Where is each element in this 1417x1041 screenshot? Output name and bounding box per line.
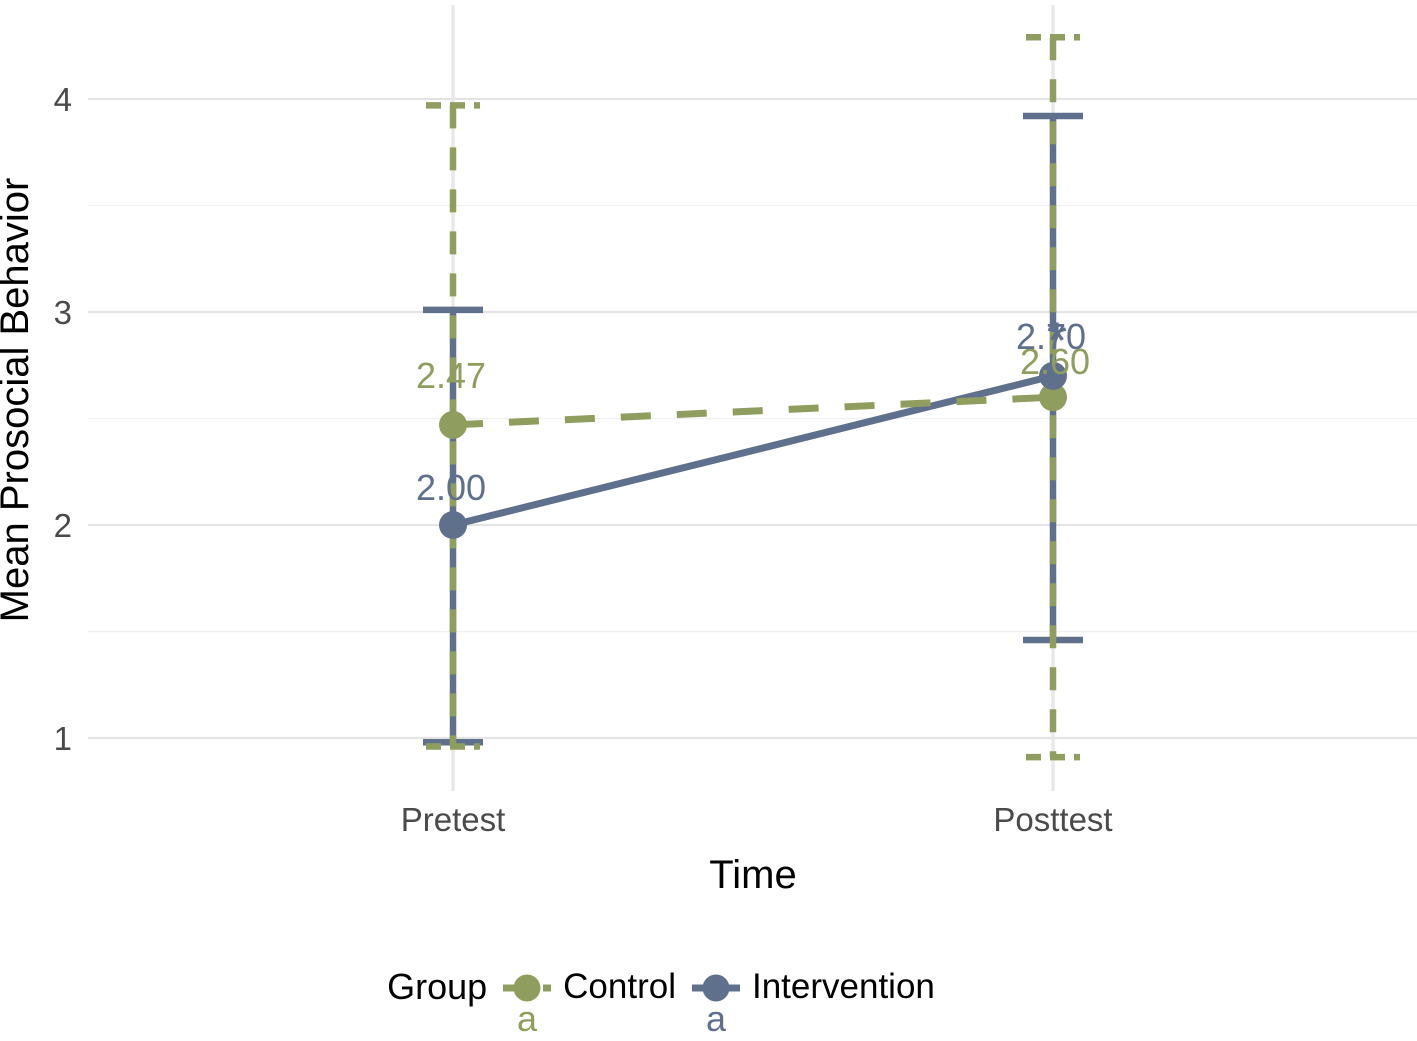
legend-item-intervention: a Intervention — [691, 958, 935, 1039]
data-point-intervention — [1039, 361, 1067, 390]
legend-key-icon: a — [503, 974, 552, 1039]
legend-key-letter: a — [517, 998, 538, 1039]
data-point-control — [439, 410, 467, 439]
x-axis-title: Time — [709, 853, 796, 897]
data-label-intervention: 2.70 — [1016, 316, 1086, 357]
legend-title: Group — [387, 966, 488, 1007]
significance-asterisk: * — [1047, 312, 1067, 370]
x-tick-label: Pretest — [401, 801, 506, 838]
legend-item-control: a Control — [503, 958, 676, 1039]
legend-key-letter: a — [706, 998, 727, 1039]
y-tick-label: 2 — [54, 507, 72, 544]
legend-key-point — [702, 974, 730, 1002]
y-tick-label: 3 — [54, 294, 72, 331]
y-axis-title: Mean Prosocial Behavior — [0, 178, 37, 623]
data-point-intervention — [439, 511, 467, 539]
y-tick-label: 1 — [54, 720, 72, 757]
series-line-intervention — [452, 372, 1054, 529]
legend-item-label: Intervention — [751, 967, 935, 1006]
legend-key-icon: a — [691, 974, 740, 1039]
x-tick-label: Posttest — [993, 801, 1112, 838]
data-label-control: 2.47 — [416, 355, 486, 396]
data-label-control: 2.60 — [1020, 341, 1090, 382]
series-line-control — [452, 393, 1054, 429]
legend-key-point — [513, 974, 541, 1002]
data-label-intervention: 2.00 — [416, 467, 486, 508]
legend-item-label: Control — [563, 967, 676, 1006]
data-point-control — [1039, 383, 1067, 412]
y-tick-label: 4 — [54, 81, 72, 118]
legend: Group a Control a Intervention — [0, 958, 1322, 1040]
